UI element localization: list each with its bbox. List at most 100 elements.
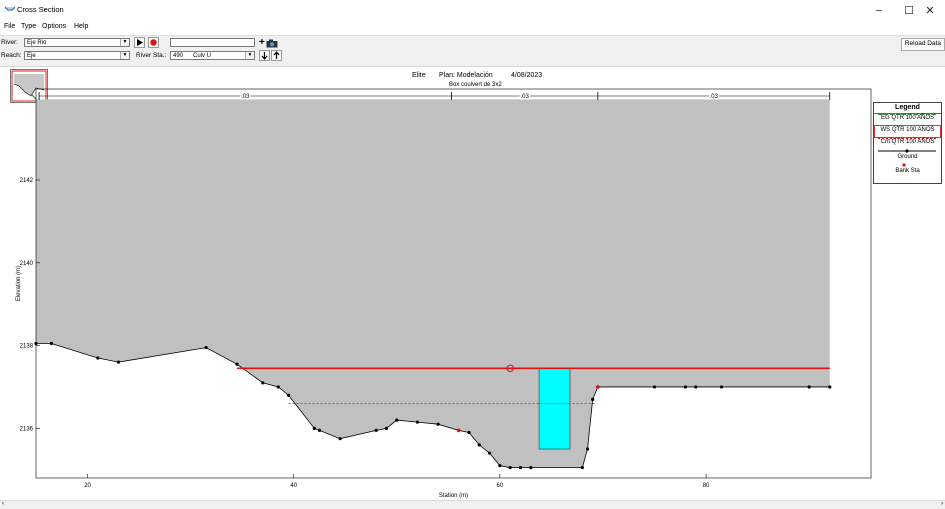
previous-station-button[interactable]	[271, 50, 282, 61]
bank-station-point	[456, 428, 461, 433]
legend-item-ws: WS QTR 100 AÑOS	[874, 125, 941, 138]
ground-point	[96, 356, 100, 360]
cross-section-app-icon	[5, 6, 15, 11]
next-station-button[interactable]	[259, 50, 270, 61]
chevron-down-icon: ▼	[245, 52, 254, 59]
ground-fill	[36, 99, 830, 468]
arrow-down-icon	[261, 52, 268, 60]
ground-point	[591, 397, 595, 401]
y-axis-label: Elevation (m)	[16, 266, 22, 301]
ground-point	[508, 466, 512, 470]
profile-input[interactable]	[170, 38, 255, 47]
ground-point	[49, 341, 54, 346]
mannings-n-value: .03	[520, 94, 529, 100]
record-button[interactable]	[148, 37, 159, 48]
legend-label-eg: EG QTR 100 AÑOS	[880, 115, 935, 121]
ground-point	[395, 418, 399, 422]
arrow-up-icon	[273, 51, 280, 59]
plot-frame	[35, 88, 872, 479]
camera-icon[interactable]	[266, 39, 278, 48]
reach-select[interactable]: Eje ▼	[24, 51, 130, 60]
chart-subtitle: Box coulvert de 3x2	[449, 82, 502, 88]
add-icon[interactable]: +	[259, 37, 265, 48]
ground-point	[235, 362, 239, 366]
toolbar: River: Eje Rio ▼ + Reach: Eje ▼ River St…	[0, 35, 945, 67]
reach-value: Eje	[27, 53, 36, 59]
play-button[interactable]	[134, 37, 145, 48]
ground-point	[580, 466, 584, 470]
ground-point	[585, 447, 590, 451]
ground-point	[467, 430, 471, 435]
river-value: Eje Rio	[27, 40, 47, 46]
close-button[interactable]: ✕	[925, 5, 935, 17]
scroll-right-icon[interactable]: ›	[941, 501, 943, 507]
title-bar: Cross Section − ☐ ✕	[0, 0, 945, 22]
x-tick-label: 80	[703, 483, 710, 489]
ground-point	[312, 426, 316, 430]
ground-point	[652, 385, 657, 389]
legend-swatch-ground	[878, 149, 936, 153]
ground-point	[694, 385, 698, 389]
x-tick-label: 40	[290, 483, 297, 489]
ground-point	[317, 428, 322, 433]
ground-point	[276, 385, 280, 389]
river-station-description: Culv U	[193, 53, 212, 59]
y-tick-label: 2142	[20, 178, 34, 184]
river-station-value: 490	[173, 53, 184, 59]
legend: Legend EG QTR 100 AÑOS WS QTR 100 AÑOS C…	[873, 102, 942, 184]
legend-item-crit: Crit QTR 100 AÑOS	[874, 138, 941, 149]
ground-point	[529, 466, 533, 470]
cross-section-plot[interactable]: .03 .03 .03 20 40 60 80 2136 2138 2140 2142 Statio…	[0, 66, 945, 500]
y-tick-label: 2140	[20, 261, 34, 267]
horizontal-scrollbar[interactable]: ‹ ›	[0, 500, 945, 509]
river-select[interactable]: Eje Rio ▼	[24, 38, 130, 47]
record-icon	[150, 39, 157, 46]
y-tick-label: 2136	[20, 426, 34, 432]
culvert-box	[538, 368, 571, 450]
ground-point	[518, 466, 523, 470]
ground-point	[807, 385, 811, 389]
ground-point	[683, 385, 688, 389]
legend-label-crit: Crit QTR 100 AÑOS	[880, 139, 935, 145]
river-station-select[interactable]: 490 Culv U ▼	[170, 51, 255, 60]
x-tick-label: 20	[84, 483, 91, 489]
legend-item-eg: EG QTR 100 AÑOS	[874, 114, 941, 125]
ground-point	[374, 428, 378, 433]
reach-label: Reach:	[1, 52, 22, 59]
ground-point	[498, 463, 502, 468]
menu-bar: File Type Options Help	[0, 22, 945, 34]
ground-point	[415, 420, 420, 424]
ground-point	[436, 422, 440, 426]
project-name: Elite	[412, 72, 426, 79]
chevron-down-icon: ▼	[120, 52, 129, 59]
menu-type[interactable]: Type	[21, 23, 37, 30]
ground-point	[338, 437, 342, 441]
river-station-label: River Sta.:	[136, 52, 167, 59]
ground-point	[719, 385, 724, 389]
scroll-left-icon[interactable]: ‹	[2, 501, 4, 507]
play-icon	[137, 39, 143, 46]
y-tick-label: 2138	[20, 344, 34, 350]
menu-file[interactable]: File	[4, 23, 16, 30]
ws-marker	[506, 364, 514, 373]
menu-options[interactable]: Options	[42, 23, 67, 30]
x-tick-label: 60	[497, 483, 504, 489]
window-title: Cross Section	[17, 5, 64, 14]
legend-swatch-crit	[878, 138, 936, 139]
legend-label-bank-sta: Bank Sta	[895, 168, 920, 174]
minimize-button[interactable]: −	[875, 5, 883, 17]
plan-date: 4/08/2023	[511, 72, 543, 79]
legend-swatch-eg	[878, 114, 936, 115]
legend-label-ground: Ground	[897, 154, 918, 160]
legend-title: Legend	[874, 103, 941, 114]
mannings-n-value: .03	[241, 94, 250, 100]
bank-station-point	[596, 385, 600, 389]
zoom-thumbnail[interactable]	[10, 69, 48, 103]
ground-point	[204, 346, 208, 350]
ground-point	[828, 385, 832, 389]
legend-label-ws: WS QTR 100 AÑOS	[880, 127, 935, 133]
maximize-button[interactable]: ☐	[904, 5, 914, 17]
ground-point	[286, 393, 291, 397]
reload-data-button[interactable]: Reload Data	[900, 38, 945, 51]
menu-help[interactable]: Help	[74, 23, 89, 30]
